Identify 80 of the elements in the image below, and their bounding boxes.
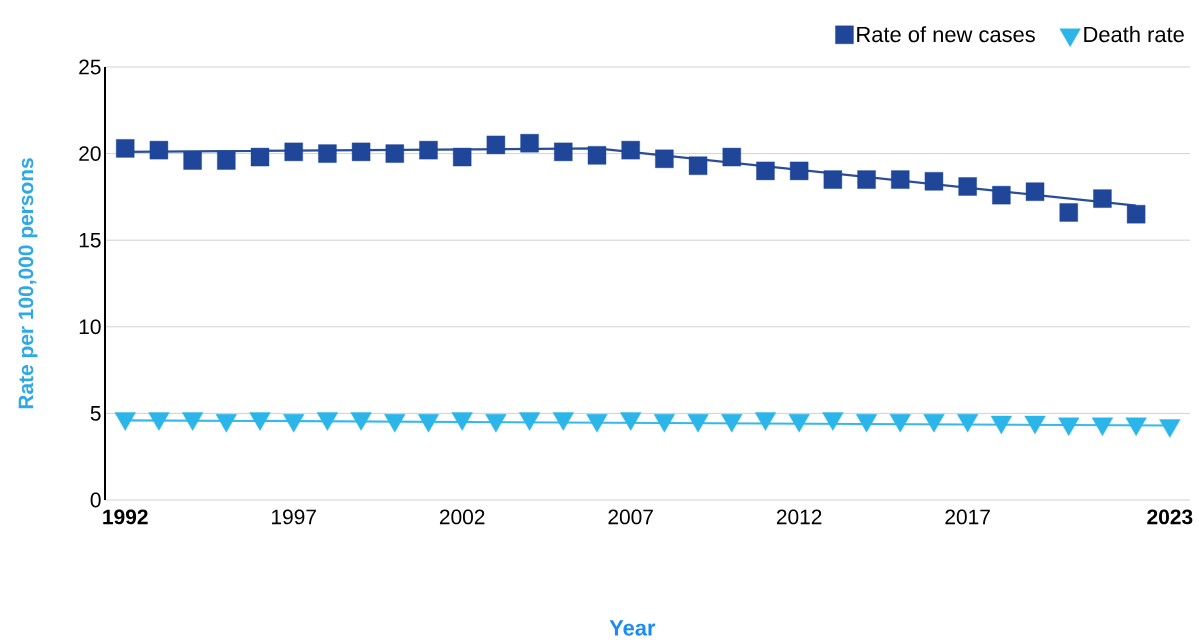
point bbox=[653, 414, 675, 433]
point bbox=[889, 414, 911, 433]
point bbox=[485, 414, 507, 433]
y-tick-label: 25 bbox=[79, 59, 101, 75]
point bbox=[148, 412, 170, 431]
point bbox=[384, 414, 406, 433]
point bbox=[957, 414, 979, 433]
point bbox=[217, 151, 236, 170]
point bbox=[857, 170, 876, 189]
point bbox=[183, 151, 202, 170]
point bbox=[1025, 182, 1045, 201]
point bbox=[822, 412, 844, 431]
point bbox=[620, 412, 642, 431]
point bbox=[621, 140, 640, 160]
point bbox=[754, 412, 777, 431]
point bbox=[249, 412, 271, 431]
x-tick-label: 2012 bbox=[776, 509, 822, 525]
point bbox=[1125, 417, 1147, 436]
point bbox=[823, 170, 843, 189]
point bbox=[316, 412, 338, 431]
y-tick-label: 15 bbox=[79, 232, 101, 248]
point bbox=[1093, 189, 1112, 208]
point bbox=[116, 139, 135, 158]
point bbox=[114, 412, 136, 431]
legend-label: Death rate bbox=[1084, 26, 1184, 43]
point bbox=[756, 161, 775, 181]
y-tick-label: 10 bbox=[79, 319, 101, 335]
point bbox=[586, 414, 608, 433]
point bbox=[182, 412, 204, 431]
point bbox=[587, 146, 607, 165]
point bbox=[924, 172, 944, 191]
point bbox=[1059, 203, 1078, 222]
y-tick-label: 20 bbox=[79, 146, 101, 161]
point bbox=[990, 415, 1012, 435]
point bbox=[419, 140, 438, 160]
point bbox=[520, 134, 539, 153]
x-tick-label: 2023 bbox=[1147, 509, 1193, 525]
point bbox=[722, 147, 741, 167]
point bbox=[417, 414, 440, 433]
point bbox=[385, 144, 404, 163]
y-tick-label: 5 bbox=[90, 406, 101, 421]
point bbox=[655, 149, 674, 168]
x-tick-label: 2007 bbox=[608, 509, 653, 525]
point bbox=[788, 414, 810, 433]
point bbox=[215, 414, 237, 433]
point bbox=[283, 414, 305, 433]
point bbox=[1126, 205, 1146, 224]
y-axis-title: Rate per 100,000 persons bbox=[18, 158, 38, 409]
point bbox=[486, 135, 506, 155]
point bbox=[855, 414, 878, 433]
point bbox=[284, 142, 303, 162]
point bbox=[958, 177, 977, 196]
point bbox=[1159, 419, 1181, 438]
point bbox=[789, 161, 809, 181]
point bbox=[250, 147, 270, 167]
point bbox=[891, 170, 910, 189]
legend-label: Rate of new cases bbox=[857, 26, 1035, 43]
x-tick-label: 1992 bbox=[103, 509, 148, 525]
point bbox=[350, 412, 372, 431]
point bbox=[721, 414, 743, 433]
x-tick-label: 2017 bbox=[945, 509, 990, 525]
point bbox=[552, 412, 574, 431]
point bbox=[518, 412, 541, 431]
y-tick-label: 0 bbox=[90, 492, 101, 508]
point bbox=[1058, 417, 1080, 436]
point bbox=[318, 144, 337, 163]
point bbox=[149, 140, 169, 160]
x-tick-label: 2002 bbox=[439, 509, 485, 525]
point bbox=[1024, 415, 1046, 435]
point bbox=[554, 142, 573, 162]
point bbox=[1091, 417, 1114, 436]
point bbox=[992, 185, 1011, 205]
point bbox=[451, 412, 473, 431]
point bbox=[923, 414, 945, 433]
point bbox=[687, 414, 709, 433]
point bbox=[688, 156, 708, 175]
point bbox=[351, 142, 371, 162]
x-tick-label: 1997 bbox=[272, 509, 316, 525]
point bbox=[452, 147, 472, 167]
x-axis-title: Year bbox=[609, 620, 656, 636]
